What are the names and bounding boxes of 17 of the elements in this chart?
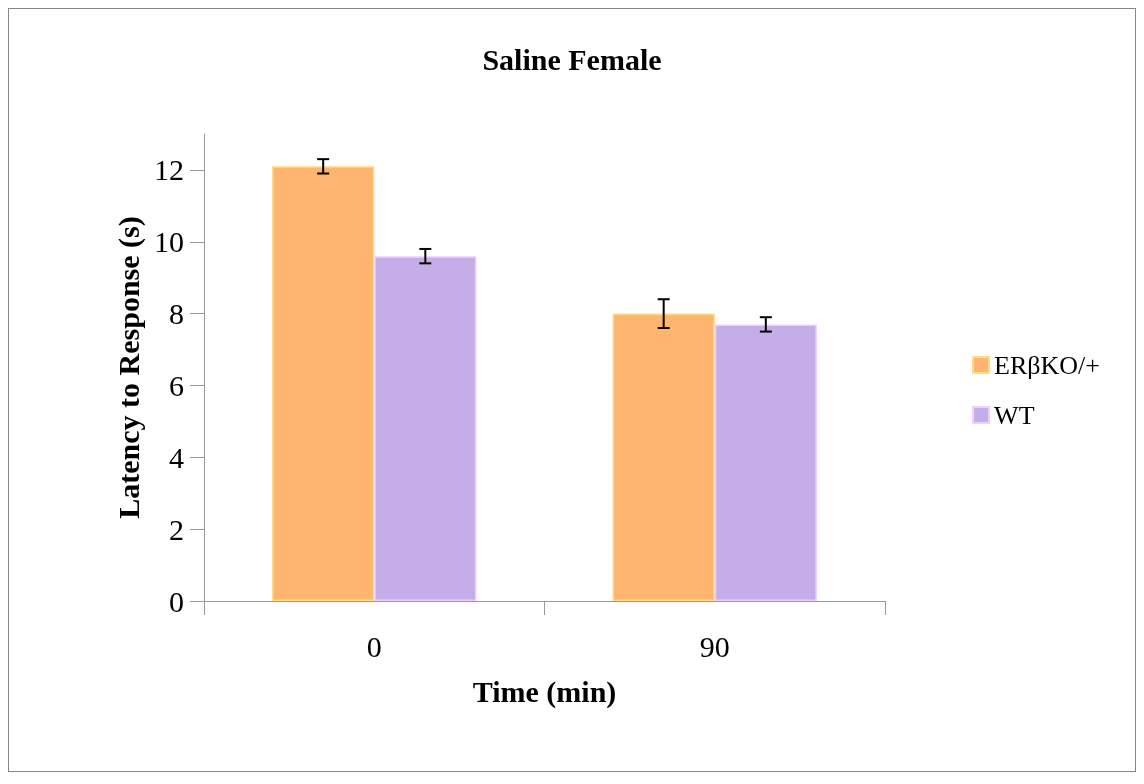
chart-title: Saline Female — [482, 42, 662, 76]
y-tick-label: 0 — [169, 584, 184, 618]
y-tick-label: 2 — [169, 512, 184, 546]
y-axis-title: Latency to Response (s) — [111, 216, 146, 519]
x-axis-title: Time (min) — [472, 674, 617, 709]
x-tick-label: 90 — [699, 629, 730, 663]
bar — [714, 324, 817, 601]
bar — [612, 313, 715, 601]
bar — [272, 166, 375, 601]
bar — [374, 256, 477, 601]
y-tick-label: 4 — [169, 440, 184, 474]
y-tick-label: 12 — [154, 153, 184, 187]
y-tick-label: 6 — [169, 368, 184, 402]
y-tick-label: 8 — [169, 297, 184, 331]
y-tick-label: 10 — [154, 225, 184, 259]
legend-label: WT — [994, 400, 1035, 430]
legend-label: ERβKO/+ — [994, 350, 1101, 380]
